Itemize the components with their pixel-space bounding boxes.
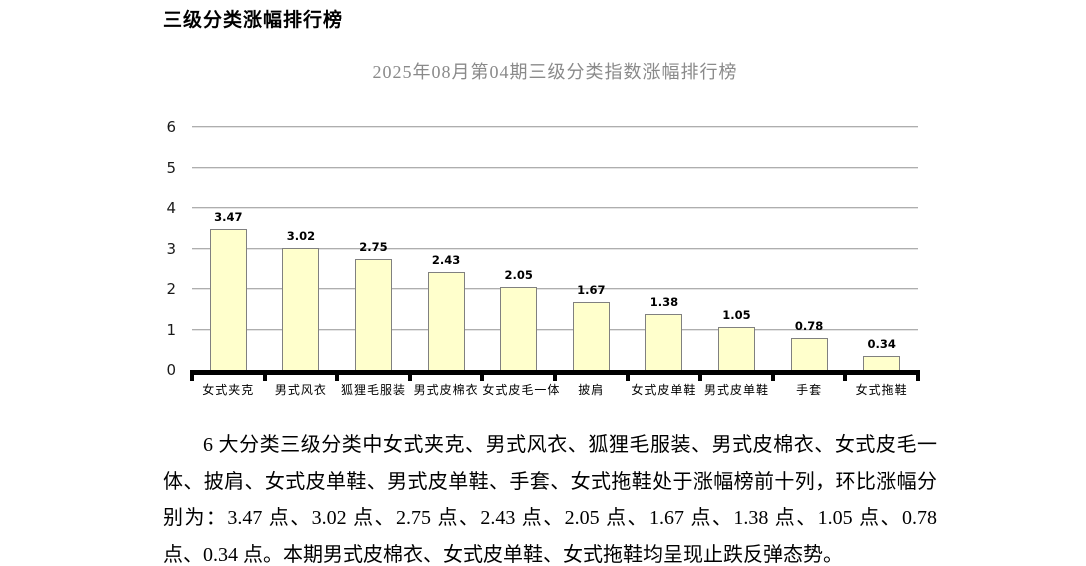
bar [718,327,755,370]
x-axis-tick [916,370,920,381]
bar-value-label: 2.05 [504,267,533,282]
category-label: 男式风衣 [274,383,327,397]
gridline [192,328,918,331]
bar-value-label: 3.47 [214,210,243,225]
bar [427,271,465,370]
gridline [192,247,918,250]
bar-value-label: 3.02 [286,228,316,243]
bar-value-label: 0.34 [867,337,896,352]
bar [209,229,247,370]
gridline [192,126,918,128]
category-label: 女式拖鞋 [855,383,908,397]
x-axis-tick [480,370,485,381]
x-axis-tick [698,370,703,381]
bar [572,302,610,370]
bar-value-label: 1.05 [722,308,751,323]
x-axis-tick [843,370,848,381]
chart-title: 2025年08月第04期三级分类指数涨幅排行榜 [372,62,738,82]
category-label: 男式皮棉衣 [413,383,479,397]
x-axis-tick [335,370,340,381]
x-axis-tick [553,370,557,381]
x-axis-tick [625,370,630,381]
category-label: 狐狸毛服装 [340,383,406,397]
bar [355,258,392,370]
category-label: 女式夹克 [202,383,255,397]
plot-area: 3.47 3.02 2.75 2.43 2.05 1.67 1.38 1.05 0.78 0.34 [190,126,920,381]
y-axis-label: 2 [166,280,176,298]
gridline [192,166,918,169]
page-title: 三级分类涨幅排行榜 [163,10,344,31]
bar-value-label: 2.43 [431,252,461,267]
summary-paragraph: 6 大分类三级分类中女式夹克、男式风衣、狐狸毛服装、男式皮棉衣、女式皮毛一体、披… [163,434,937,566]
category-label: 披肩 [578,383,605,397]
y-axis-label: 0 [166,361,176,379]
bar-value-label: 1.67 [577,283,606,298]
y-axis-labels: 0 1 2 3 4 5 6 [138,118,182,387]
gridline [192,207,918,209]
y-axis-label: 1 [166,320,176,339]
bar [282,247,320,370]
y-axis-label: 6 [166,118,176,136]
y-axis-label: 3 [166,239,176,258]
x-axis-tick [407,370,412,381]
gridline [192,288,918,290]
bar [645,314,683,370]
bar-value-label: 2.75 [359,239,388,254]
category-label: 女式皮毛一体 [482,383,561,397]
x-axis-labels: 女式夹克 男式风衣 狐狸毛服装 男式皮棉衣 女式皮毛一体 披肩 女式皮单鞋 男式皮单鞋 手套 女式… [192,381,918,399]
category-label: 男式皮单鞋 [703,383,769,397]
x-axis-tick [770,370,775,381]
x-axis-tick [262,370,267,381]
bar-value-label: 0.78 [794,319,824,334]
bar [790,338,828,370]
bar-value-label: 1.38 [649,295,679,310]
bar [500,286,538,370]
y-axis-label: 5 [166,158,176,177]
bar [863,356,901,370]
category-label: 女式皮单鞋 [631,383,697,397]
y-axis-label: 4 [166,199,176,217]
x-axis-tick [190,370,194,381]
category-label: 手套 [796,383,823,397]
